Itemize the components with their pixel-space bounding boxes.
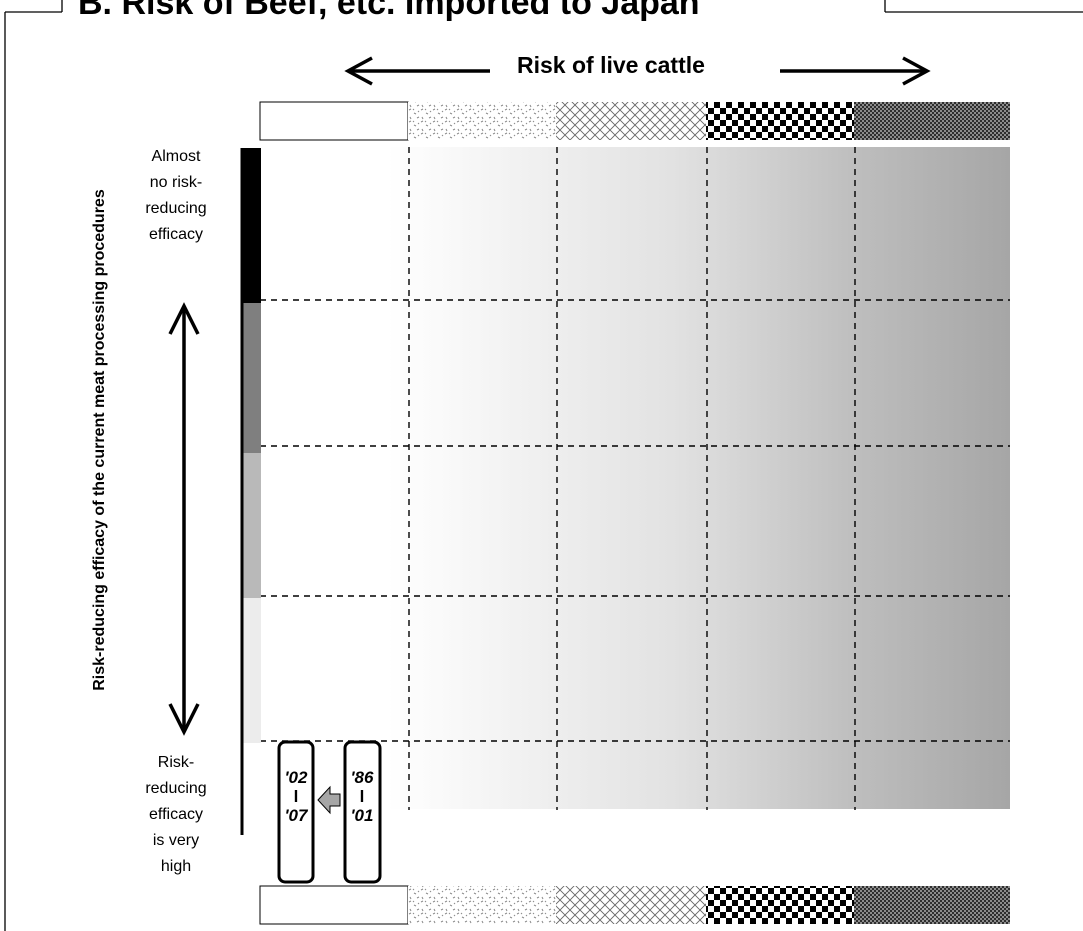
period-from: '02 bbox=[284, 768, 308, 787]
shift-arrow bbox=[317, 785, 341, 815]
period-label-2002-2007: '02 l '07 bbox=[278, 768, 314, 825]
y-bottom-line: reducing bbox=[145, 780, 207, 797]
diagram-title: B. Risk of Beef, etc. Imported to Japan bbox=[78, 0, 700, 22]
strip-segment-medium bbox=[556, 102, 706, 140]
y-top-line: reducing bbox=[145, 200, 207, 217]
strip-segment-very-high bbox=[854, 102, 1010, 140]
grid-lines bbox=[260, 147, 1010, 810]
y-axis-bottom-label: Risk- reducing efficacy is very high bbox=[116, 750, 236, 880]
top-risk-strip bbox=[259, 101, 1010, 141]
strip-segment-negligible bbox=[259, 101, 409, 141]
top-axis-arrow bbox=[344, 56, 931, 86]
period-from: '86 bbox=[350, 768, 374, 787]
outer-frame bbox=[4, 0, 1083, 931]
vertical-efficacy-arrow bbox=[168, 302, 200, 736]
y-bottom-line: is very bbox=[152, 832, 200, 849]
y-bottom-line: Risk- bbox=[157, 754, 195, 771]
y-bottom-line: high bbox=[160, 858, 192, 875]
y-top-line: Almost bbox=[151, 148, 201, 165]
period-sep: l bbox=[293, 787, 299, 806]
strip-segment-low bbox=[408, 102, 556, 140]
y-top-line: efficacy bbox=[149, 226, 203, 243]
bottom-risk-strip bbox=[259, 885, 1010, 925]
period-to: '01 bbox=[350, 806, 374, 825]
period-label-1986-2001: '86 l '01 bbox=[344, 768, 380, 825]
y-axis-top-label: Almost no risk- reducing efficacy bbox=[116, 144, 236, 248]
period-sep: l bbox=[359, 787, 365, 806]
efficacy-bar bbox=[240, 148, 261, 835]
y-axis-title: Risk-reducing efficacy of the current me… bbox=[91, 189, 108, 691]
period-box-1986-2001 bbox=[343, 740, 382, 884]
top-axis-label: Risk of live cattle bbox=[517, 52, 705, 78]
y-top-line: no risk- bbox=[149, 174, 203, 191]
period-box-2002-2007 bbox=[277, 740, 315, 884]
y-bottom-line: efficacy bbox=[149, 806, 203, 823]
risk-gradient-area bbox=[260, 147, 1010, 809]
period-to: '07 bbox=[284, 806, 308, 825]
strip-segment-high bbox=[706, 102, 854, 140]
